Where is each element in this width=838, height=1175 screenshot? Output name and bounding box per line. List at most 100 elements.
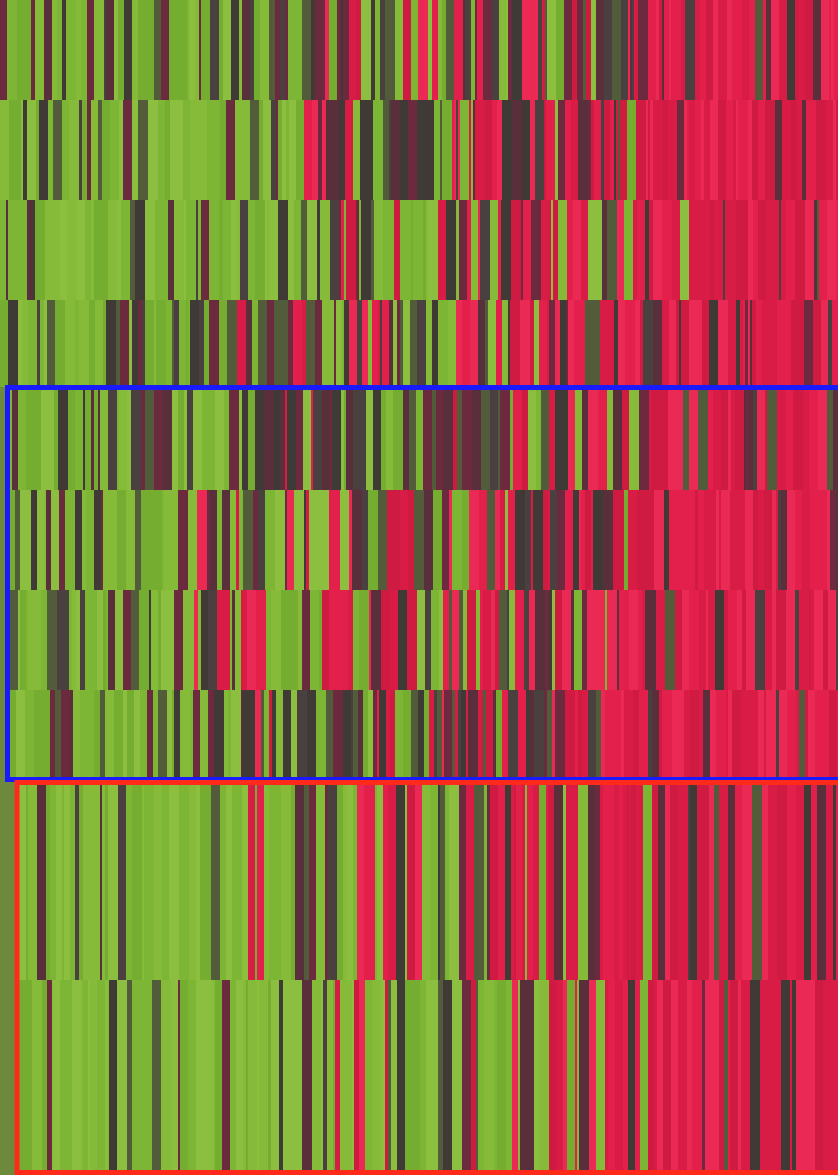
stripe xyxy=(97,980,105,1175)
stripe xyxy=(380,0,385,100)
stripe xyxy=(771,0,779,100)
stripe xyxy=(802,300,804,387)
stripe xyxy=(62,100,69,200)
stripe xyxy=(582,690,588,780)
stripe xyxy=(713,0,718,100)
stripe xyxy=(100,387,106,490)
stripe xyxy=(557,490,565,590)
stripe xyxy=(75,490,82,590)
stripe xyxy=(690,780,697,980)
stripe xyxy=(593,490,603,590)
stripe xyxy=(10,590,18,690)
stripe xyxy=(162,490,164,590)
stripe xyxy=(573,490,579,590)
stripe xyxy=(281,780,291,980)
stripe xyxy=(356,387,366,490)
stripe xyxy=(132,0,138,100)
stripe xyxy=(518,690,526,780)
stripe xyxy=(636,100,646,200)
stripe xyxy=(629,590,638,690)
stripe xyxy=(624,690,633,780)
stripe xyxy=(269,200,274,300)
stripe xyxy=(771,200,779,300)
stripe xyxy=(516,780,522,980)
stripe xyxy=(483,0,492,100)
stripe xyxy=(749,387,753,490)
stripe xyxy=(224,387,229,490)
stripe xyxy=(127,980,132,1175)
stripe xyxy=(179,780,189,980)
stripe xyxy=(104,0,106,100)
stripe xyxy=(827,387,833,490)
stripe xyxy=(635,300,637,387)
stripe xyxy=(458,100,460,200)
stripe xyxy=(333,980,335,1175)
stripe xyxy=(371,780,375,980)
stripe xyxy=(758,100,765,200)
stripe xyxy=(265,200,267,300)
stripe xyxy=(174,690,180,780)
stripe xyxy=(368,690,373,780)
stripe xyxy=(490,387,498,490)
stripe xyxy=(53,100,62,200)
stripe xyxy=(742,780,752,980)
stripe xyxy=(799,690,805,780)
stripe xyxy=(374,980,381,1175)
stripe xyxy=(468,690,478,780)
stripe xyxy=(89,590,97,690)
stripe xyxy=(681,0,685,100)
stripe xyxy=(702,980,705,1175)
stripe xyxy=(108,200,110,300)
stripe xyxy=(689,590,699,690)
stripe xyxy=(132,980,142,1175)
stripe xyxy=(621,0,628,100)
stripe xyxy=(480,590,483,690)
stripe xyxy=(438,780,440,980)
stripe xyxy=(740,300,743,387)
stripe xyxy=(745,490,753,590)
stripe xyxy=(375,0,380,100)
stripe xyxy=(630,0,632,100)
stripe xyxy=(628,0,630,100)
stripe xyxy=(819,200,827,300)
stripe xyxy=(130,200,135,300)
stripe xyxy=(389,100,391,200)
stripe xyxy=(587,590,595,690)
stripe xyxy=(256,590,266,690)
stripe xyxy=(271,980,279,1175)
stripe xyxy=(352,490,362,590)
stripe xyxy=(349,0,356,100)
stripe xyxy=(158,690,167,780)
stripe xyxy=(154,387,162,490)
stripe xyxy=(373,690,377,780)
stripe xyxy=(490,780,498,980)
stripe xyxy=(302,300,306,387)
stripe xyxy=(605,590,607,690)
stripe xyxy=(168,200,174,300)
stripe xyxy=(795,490,802,590)
stripe xyxy=(75,780,79,980)
stripe xyxy=(161,980,171,1175)
stripe xyxy=(478,200,480,300)
stripe xyxy=(361,0,371,100)
stripe xyxy=(730,490,740,590)
stripe xyxy=(395,690,403,780)
stripe xyxy=(498,200,501,300)
stripe xyxy=(383,780,388,980)
stripe xyxy=(512,100,522,200)
stripe xyxy=(753,200,758,300)
stripe xyxy=(563,980,567,1175)
stripe xyxy=(417,100,427,200)
stripe xyxy=(287,387,296,490)
stripe xyxy=(473,100,475,200)
stripe xyxy=(278,200,288,300)
stripe xyxy=(678,980,687,1175)
stripe xyxy=(199,300,204,387)
stripe xyxy=(329,590,339,690)
stripe xyxy=(114,0,118,100)
stripe xyxy=(702,300,709,387)
stripe xyxy=(57,590,61,690)
stripe xyxy=(26,780,28,980)
stripe xyxy=(707,490,716,590)
stripe xyxy=(175,100,183,200)
